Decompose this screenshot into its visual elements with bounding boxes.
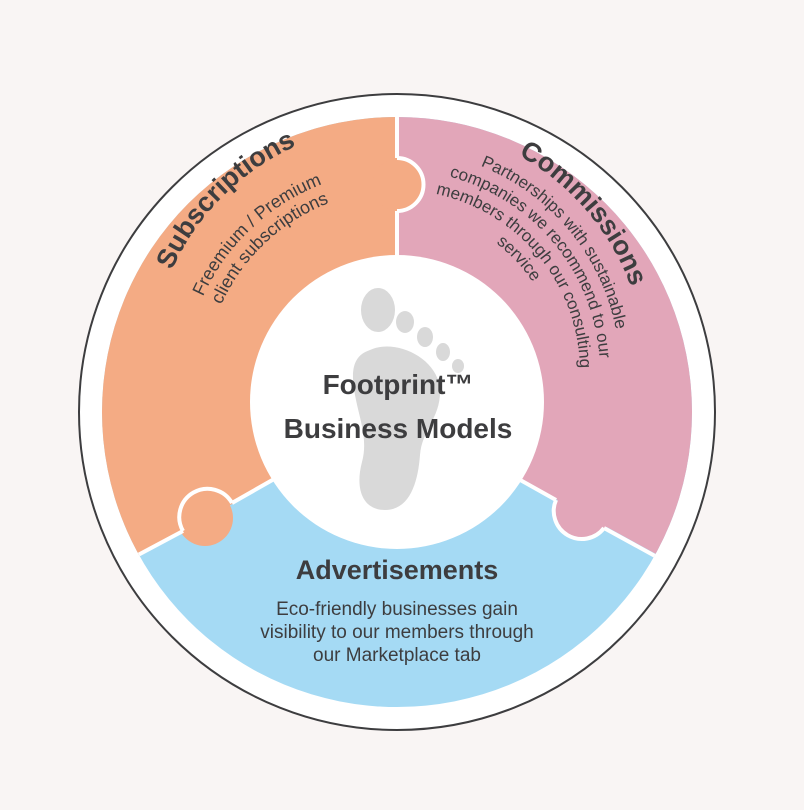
center-title-line1: Footprint™ <box>323 369 474 400</box>
advertisements-title: Advertisements <box>296 555 499 585</box>
footprint-icon <box>352 288 464 510</box>
advertisements-desc-line1: Eco-friendly businesses gain <box>276 599 518 620</box>
advertisements-desc-line2: visibility to our members through <box>260 622 534 643</box>
subscriptions-top-puzzle-tab <box>372 159 424 211</box>
advertisements-desc-line3: our Marketplace tab <box>313 645 481 666</box>
subscriptions-puzzle-tab <box>177 490 233 546</box>
commissions-puzzle-tab <box>555 484 611 540</box>
center-title-line2: Business Models <box>284 413 513 444</box>
